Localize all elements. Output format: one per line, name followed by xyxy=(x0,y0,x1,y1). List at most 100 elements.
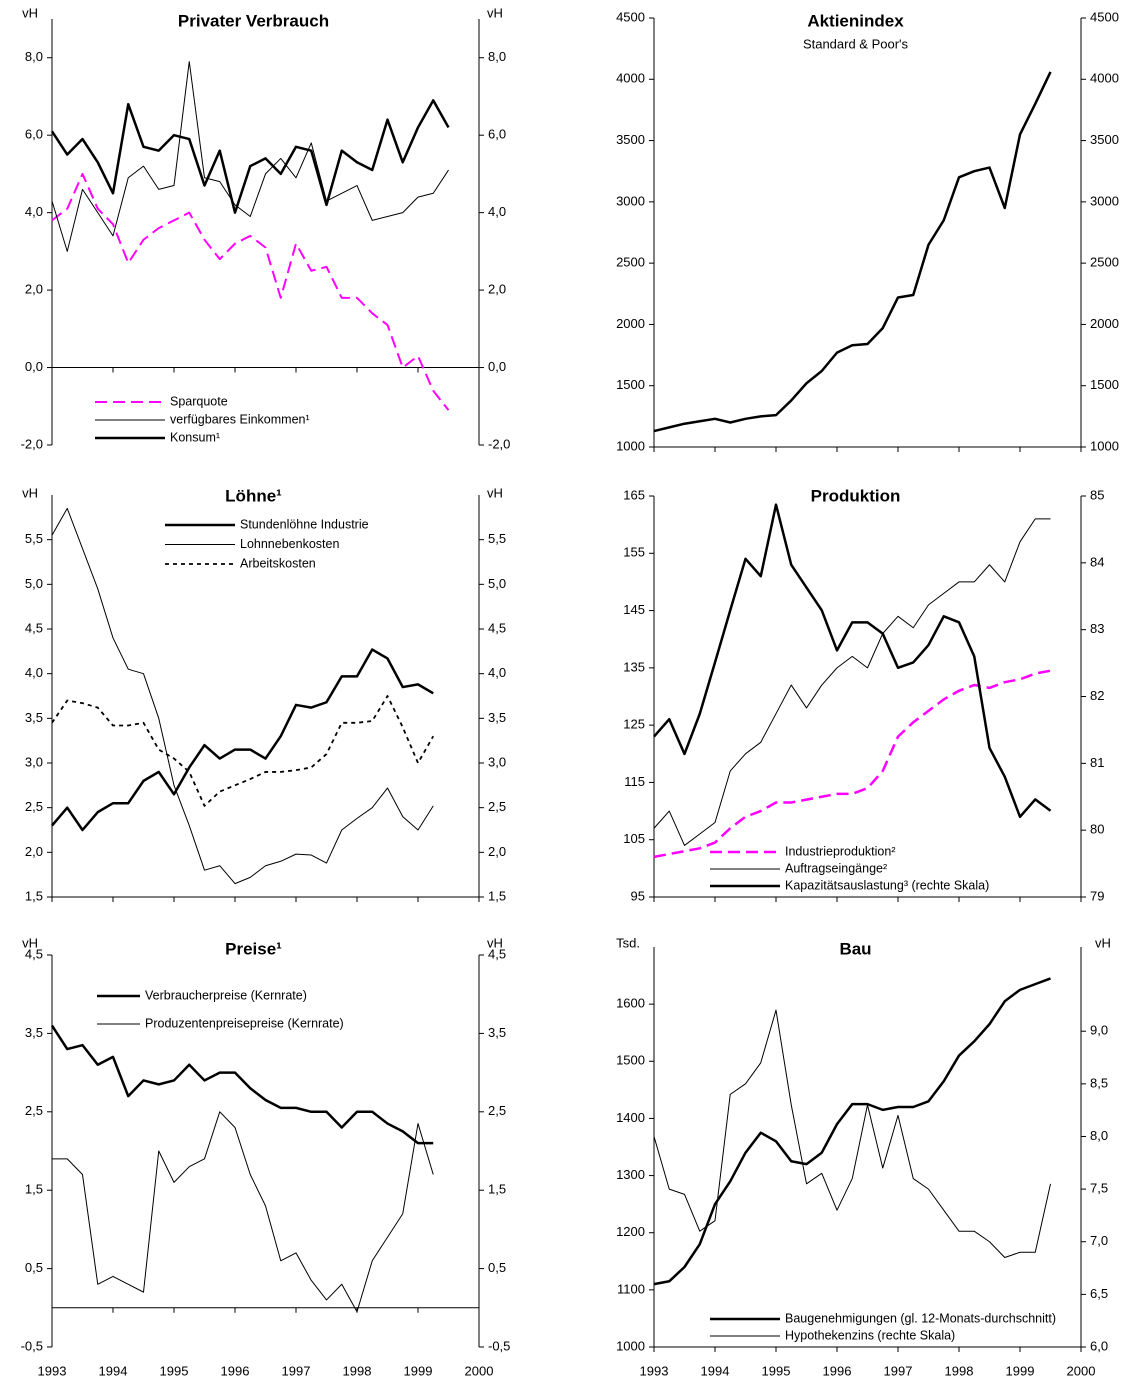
legend-label: Sparquote xyxy=(170,394,228,408)
y-tick-label: 2,0 xyxy=(25,282,43,297)
y-tick-label-right: 3,5 xyxy=(488,710,506,725)
x-tick-label: 1996 xyxy=(823,1363,852,1378)
chart-title: Privater Verbrauch xyxy=(178,11,329,30)
y-tick-label-right: 6,0 xyxy=(488,127,506,142)
y-tick-label: 1400 xyxy=(616,1110,645,1125)
y2-tick-label: 83 xyxy=(1090,621,1104,636)
y-tick-label: 4500 xyxy=(616,9,645,24)
y2-tick-label: 80 xyxy=(1090,822,1104,837)
y-tick-label: 1,5 xyxy=(25,888,43,903)
legend-label: verfügbares Einkommen¹ xyxy=(170,412,310,426)
y-tick-label-right: 1,5 xyxy=(488,1182,506,1197)
y-tick-label-right: 4000 xyxy=(1090,71,1119,86)
y-tick-label: 1,5 xyxy=(25,1182,43,1197)
x-tick-label: 1997 xyxy=(884,1363,913,1378)
y-tick-label: 2,5 xyxy=(25,1103,43,1118)
y-tick-label-right: 0,0 xyxy=(488,359,506,374)
y-tick-label: 2500 xyxy=(616,255,645,270)
y-tick-label: 135 xyxy=(623,659,645,674)
y-tick-label: 1300 xyxy=(616,1167,645,1182)
y-tick-label: 2,0 xyxy=(25,844,43,859)
y-tick-label-right: 4,5 xyxy=(488,620,506,635)
y-tick-label: 6,0 xyxy=(25,127,43,142)
legend-label: Arbeitskosten xyxy=(240,556,316,570)
y-axis-unit-right: vH xyxy=(487,485,503,500)
y-tick-label-right: 2000 xyxy=(1090,316,1119,331)
series-line xyxy=(50,1024,434,1145)
y-tick-label-right: -2,0 xyxy=(488,436,510,451)
y-tick-label: 5,0 xyxy=(25,576,43,591)
y-tick-label-right: 4,5 xyxy=(488,946,506,961)
y2-tick-label: 84 xyxy=(1090,554,1104,569)
y-axis-unit: vH xyxy=(22,935,38,950)
x-tick-label: 1995 xyxy=(160,1363,189,1378)
y-tick-label: 165 xyxy=(623,487,645,502)
y-tick-label-right: 5,0 xyxy=(488,576,506,591)
y-tick-label: 3000 xyxy=(616,193,645,208)
legend-label: Industrieproduktion² xyxy=(785,844,895,858)
y-axis-unit: Tsd. xyxy=(616,935,640,950)
y-tick-label: 145 xyxy=(623,602,645,617)
y-tick-label-right: 3,0 xyxy=(488,754,506,769)
y-tick-label: 95 xyxy=(631,888,645,903)
y-tick-label-right: 2,0 xyxy=(488,844,506,859)
x-tick-label: 1993 xyxy=(640,1363,669,1378)
series-line xyxy=(51,172,450,411)
y-tick-label-right: 5,5 xyxy=(488,531,506,546)
y-tick-label: 0,0 xyxy=(25,359,43,374)
y-axis-unit: vH xyxy=(22,485,38,500)
series-line xyxy=(51,507,434,885)
y-tick-label: 2000 xyxy=(616,316,645,331)
legend-label: Konsum¹ xyxy=(170,430,220,444)
y-tick-label: 1500 xyxy=(616,377,645,392)
series-line xyxy=(653,518,1051,846)
y-tick-label: 155 xyxy=(623,545,645,560)
x-tick-label: 2000 xyxy=(465,1363,494,1378)
y-tick-label: 2,5 xyxy=(25,799,43,814)
chart-title: Preise¹ xyxy=(225,939,282,958)
series-line xyxy=(52,1111,434,1313)
x-tick-label: 1997 xyxy=(282,1363,311,1378)
chart-title: Löhne¹ xyxy=(225,486,282,505)
legend-label: Verbraucherpreise (Kernrate) xyxy=(145,988,307,1002)
x-tick-label: 1999 xyxy=(1006,1363,1035,1378)
y2-tick-label: 9,0 xyxy=(1090,1023,1108,1038)
y2-tick-label: 8,5 xyxy=(1090,1075,1108,1090)
series-line xyxy=(653,1009,1051,1259)
y-tick-label-right: 2,5 xyxy=(488,1103,506,1118)
y-tick-label: 115 xyxy=(624,774,645,789)
series-line xyxy=(653,503,1052,819)
chart-title: Aktienindex xyxy=(807,11,904,30)
y-axis-unit-right: vH xyxy=(487,5,503,20)
y-tick-label: 4,0 xyxy=(25,204,43,219)
series-line xyxy=(653,669,1051,859)
y2-tick-label: 85 xyxy=(1090,487,1104,502)
x-tick-label: 1998 xyxy=(945,1363,974,1378)
legend-label: Stundenlöhne Industrie xyxy=(240,517,369,531)
x-tick-label: 1995 xyxy=(762,1363,791,1378)
y-tick-label: 1500 xyxy=(616,1053,645,1068)
y2-tick-label: 79 xyxy=(1090,888,1104,903)
series-line xyxy=(653,71,1052,433)
y-tick-label-right: 4500 xyxy=(1090,9,1119,24)
y2-tick-label: 6,5 xyxy=(1090,1286,1108,1301)
y-tick-label-right: 3500 xyxy=(1090,132,1119,147)
y-tick-label: 0,5 xyxy=(25,1260,43,1275)
y-tick-label: 3500 xyxy=(616,132,645,147)
y-tick-label: 1000 xyxy=(616,438,645,453)
y-tick-label-right: 8,0 xyxy=(488,49,506,64)
legend-label: Auftragseingänge² xyxy=(785,861,887,875)
y-tick-label: 1000 xyxy=(616,1338,645,1353)
y-tick-label: -0,5 xyxy=(21,1338,43,1353)
y-tick-label-right: 1000 xyxy=(1090,438,1119,453)
legend-label: Lohnnebenkosten xyxy=(240,537,339,551)
x-tick-label: 1996 xyxy=(221,1363,250,1378)
y2-tick-label: 6,0 xyxy=(1090,1338,1108,1353)
y-tick-label-right: 4,0 xyxy=(488,665,506,680)
y2-tick-label: 81 xyxy=(1090,755,1104,770)
y2-axis-unit: vH xyxy=(1095,935,1111,950)
y-tick-label-right: 1500 xyxy=(1090,377,1119,392)
x-tick-label: 1994 xyxy=(701,1363,730,1378)
